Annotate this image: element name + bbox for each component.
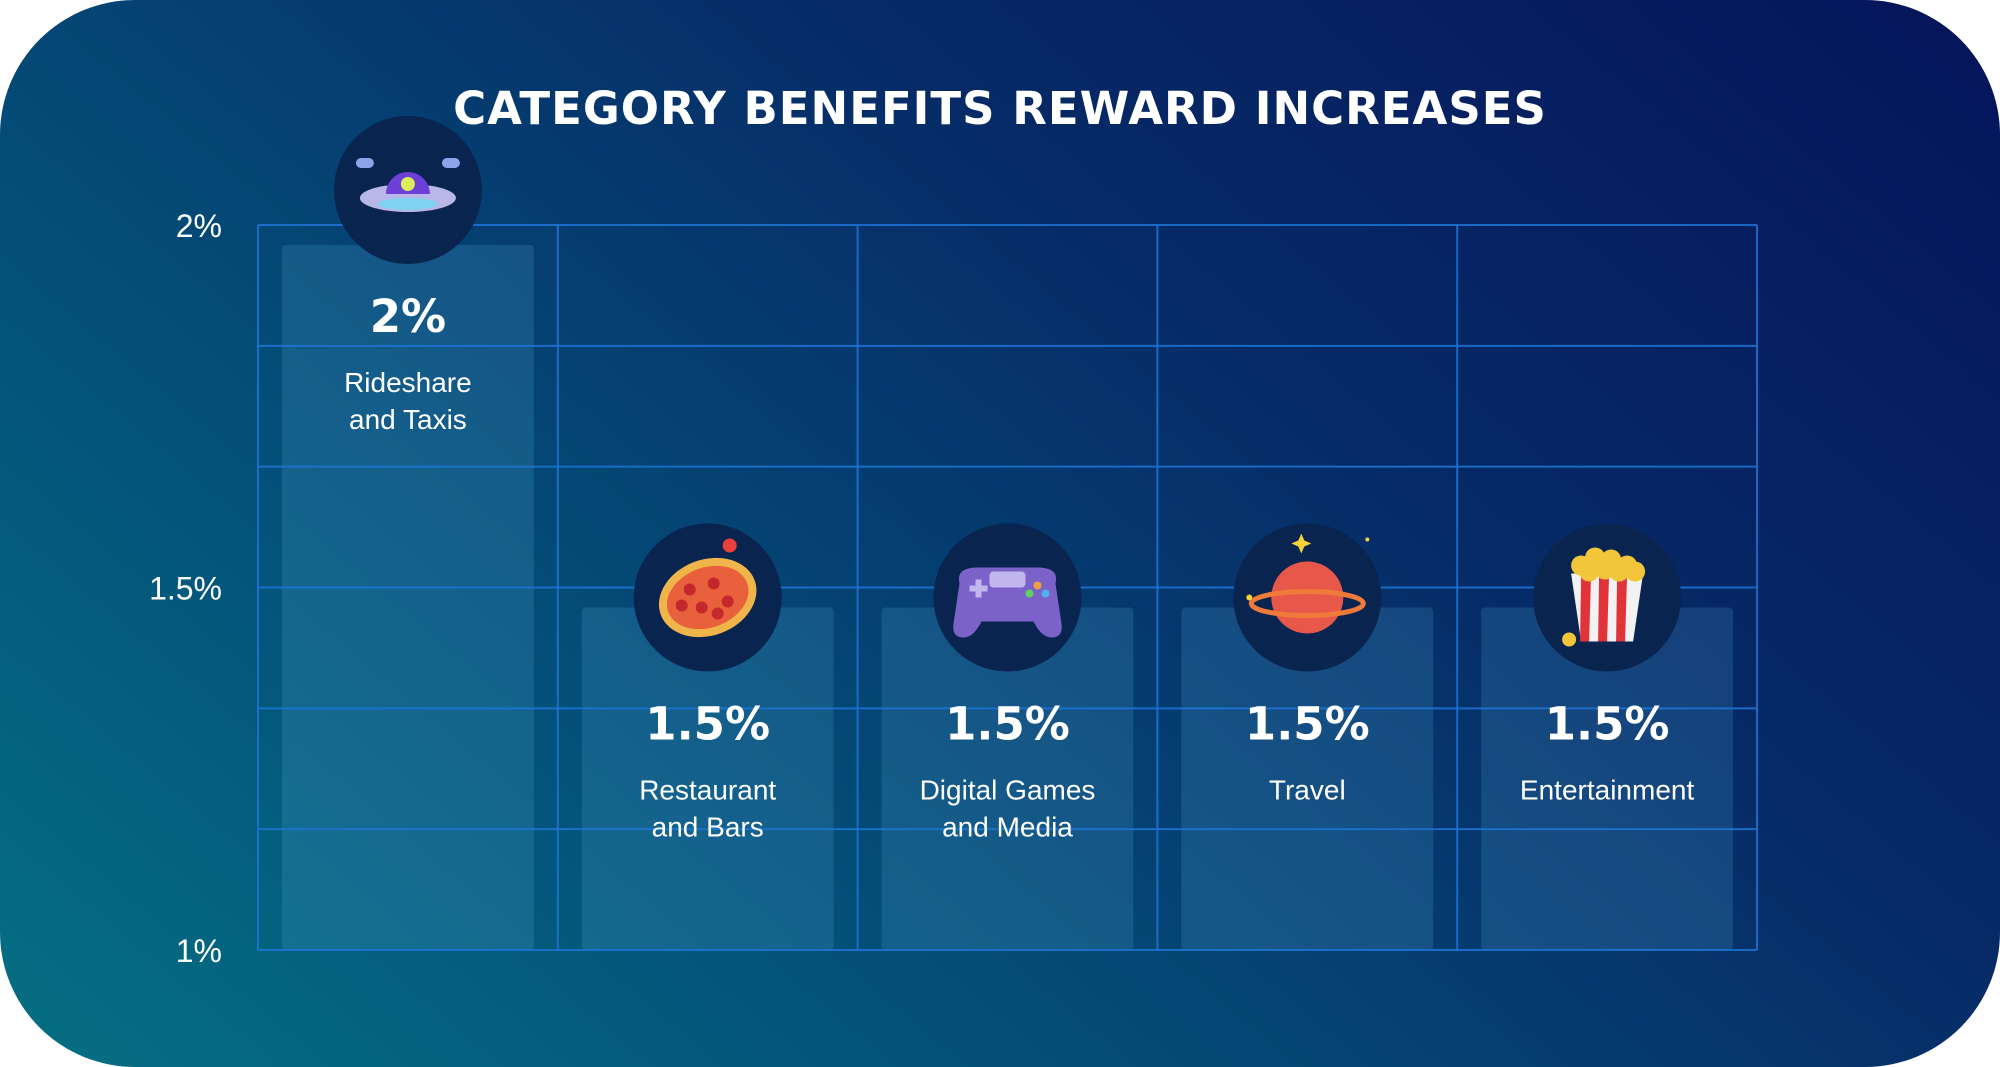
popcorn-icon [1562, 547, 1646, 647]
data-label: 1.5% [645, 698, 770, 751]
bar [1181, 607, 1434, 950]
category-label: and Taxis [349, 404, 467, 435]
data-label: 1.5% [1245, 698, 1370, 751]
bar [1481, 607, 1733, 950]
data-label: 1.5% [1545, 698, 1670, 751]
game-controller-icon [953, 567, 1062, 638]
category-label: Rideshare [344, 367, 472, 398]
chart-title: CATEGORY BENEFITS REWARD INCREASES [453, 82, 1547, 135]
category-label: Travel [1269, 775, 1346, 806]
category-label: Entertainment [1520, 775, 1695, 806]
ufo-icon [355, 158, 460, 212]
category-label: and Media [942, 812, 1073, 843]
bar [282, 245, 534, 950]
y-tick-label: 1.5% [149, 571, 222, 607]
bar [881, 607, 1134, 950]
data-label: 1.5% [945, 698, 1070, 751]
y-tick-label: 2% [176, 208, 222, 244]
category-label: Restaurant [639, 775, 776, 806]
y-tick-label: 1% [176, 933, 222, 969]
category-label: and Bars [652, 812, 764, 843]
bar [581, 607, 834, 950]
category-label: Digital Games [920, 775, 1096, 806]
pizza-icon [658, 538, 757, 638]
planet-icon [1246, 533, 1370, 634]
data-label: 2% [370, 290, 446, 343]
